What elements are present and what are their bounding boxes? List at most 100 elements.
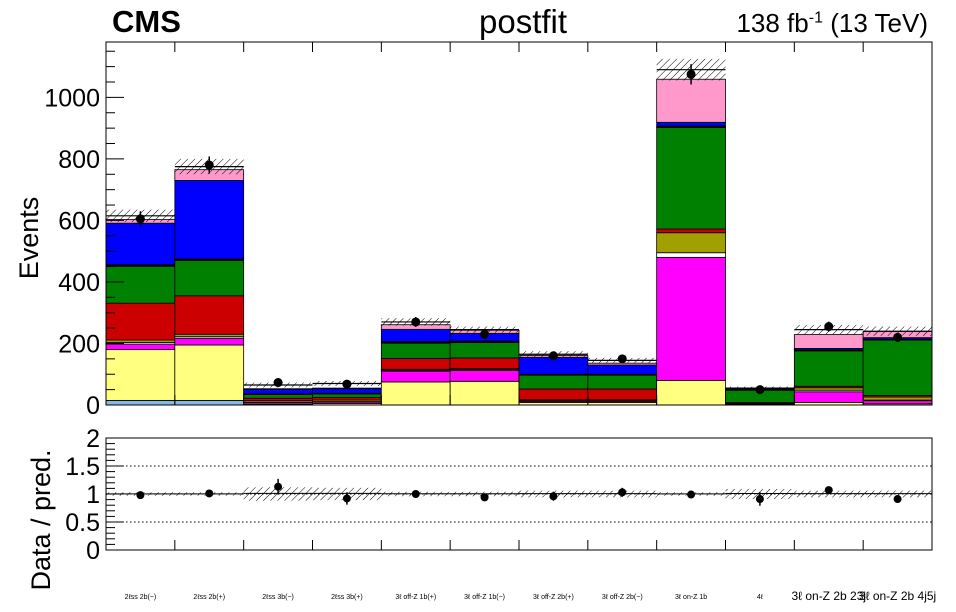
bar-segment: [656, 379, 726, 406]
category-labels: 2ℓss 2b(−) 2ℓss 2b(+) 2ℓss 3b(−) 2ℓss 3b(+)…: [125, 589, 937, 603]
main-axes: 0 200 400 600 800 1000: [44, 41, 933, 420]
data-point: [135, 214, 145, 224]
bar-segment: [105, 343, 176, 351]
ratio-y-tick-label: 0: [86, 537, 100, 565]
bar-segment: [174, 260, 245, 297]
ratio-point: [618, 488, 627, 497]
bar-segment: [449, 370, 520, 382]
bar-segment: [793, 350, 864, 387]
bar-segment: [174, 344, 245, 401]
bar-segment: [656, 127, 726, 230]
bar-segment: [449, 357, 520, 370]
bar-segment: [174, 180, 245, 260]
category-label: 4ℓ: [757, 594, 764, 601]
bar-segment: [656, 256, 726, 381]
data-point: [204, 160, 214, 170]
category-label: 3ℓ on-Z 2b 23j: [791, 589, 866, 603]
bar-segment: [380, 381, 451, 406]
bar-segment: [105, 399, 176, 406]
bar-segment: [656, 228, 726, 234]
y-tick-label: 0: [86, 392, 100, 420]
category-label: 3ℓ off-Z 1b(+): [395, 594, 436, 601]
bar-segment: [587, 388, 658, 401]
data-point: [893, 332, 903, 342]
bar-segment: [587, 362, 658, 366]
bar-segment: [105, 222, 176, 266]
category-label: 3ℓ on-Z 1b: [675, 594, 707, 601]
data-point: [824, 322, 834, 332]
ratio-panel: 00.511.52: [65, 425, 933, 565]
bar-segment: [793, 334, 864, 349]
category-label: 3ℓ on-Z 2b 4j5j: [859, 589, 936, 603]
bar-segment: [449, 380, 520, 406]
bar-segment: [862, 339, 933, 396]
experiment-label: CMS: [112, 4, 181, 39]
ratio-y-tick-label: 2: [86, 425, 100, 453]
ratio-point: [893, 495, 902, 504]
data-point: [686, 69, 696, 79]
bar-segment: [656, 78, 726, 123]
ratio-point: [549, 492, 558, 501]
bar-segment: [862, 400, 933, 405]
fit-label: postfit: [479, 3, 568, 40]
ratio-point: [342, 494, 351, 503]
data-point: [548, 351, 558, 361]
data-point: [480, 329, 490, 339]
bar-segment: [656, 252, 726, 258]
bar-segment: [449, 342, 520, 359]
bar-segment: [518, 374, 589, 390]
bar-segment: [656, 121, 726, 127]
ratio-point: [411, 490, 420, 498]
ratio-point: [687, 490, 696, 499]
ratio-y-tick-label: 1.5: [65, 453, 100, 481]
ratio-point: [205, 489, 214, 498]
y-axis-title: Events: [14, 197, 44, 280]
bar-segment: [105, 349, 176, 401]
data-point: [755, 385, 765, 395]
luminosity-label: 138 fb-1 (13 TeV): [736, 8, 928, 39]
ratio-y-axis-title: Data / pred.: [26, 449, 56, 590]
ratio-y-tick-label: 1: [86, 481, 100, 509]
category-label: 3ℓ off-Z 2b(+): [533, 594, 574, 601]
bar-segment: [105, 265, 176, 304]
bar-segment: [793, 391, 864, 403]
bar-segment: [587, 364, 658, 375]
ratio-point: [824, 486, 833, 495]
data-point: [273, 378, 283, 388]
category-label: 3ℓ off-Z 2b(−): [602, 594, 643, 601]
y-tick-label: 400: [58, 269, 100, 297]
energy-label: (13 TeV): [830, 8, 928, 38]
bar-segment: [862, 396, 933, 401]
data-point: [411, 317, 421, 327]
category-label: 2ℓss 3b(+): [331, 594, 363, 601]
bar-segment: [105, 302, 176, 341]
y-tick-label: 800: [58, 146, 100, 174]
bar-segment: [312, 388, 382, 394]
bar-segment: [174, 337, 245, 346]
category-label: 2ℓss 2b(−): [125, 594, 157, 601]
bar-segment: [174, 295, 245, 335]
y-tick-label: 200: [58, 330, 100, 358]
bar-segment: [243, 388, 313, 395]
category-label: 2ℓss 2b(+): [193, 594, 225, 601]
ratio-point: [480, 493, 489, 502]
category-label: 3ℓ off-Z 1b(−): [464, 594, 505, 601]
ratio-point: [136, 491, 145, 500]
category-label: 2ℓss 3b(−): [262, 594, 294, 601]
bar-segment: [380, 342, 451, 359]
data-points: [135, 64, 903, 395]
ratio-point: [274, 482, 283, 491]
bar-segment: [380, 358, 451, 370]
lumi-exponent: -1: [808, 9, 823, 27]
bar-segment: [174, 399, 245, 406]
y-tick-label: 600: [58, 207, 100, 235]
bar-segment: [518, 388, 589, 401]
bar-segment: [380, 370, 451, 383]
data-point: [342, 379, 352, 389]
bar-segment: [243, 388, 313, 390]
bar-segment: [312, 393, 382, 399]
ratio-y-tick-label: 0.5: [65, 509, 100, 537]
lumi-value: 138 fb: [736, 8, 809, 38]
ratio-point: [755, 495, 764, 504]
